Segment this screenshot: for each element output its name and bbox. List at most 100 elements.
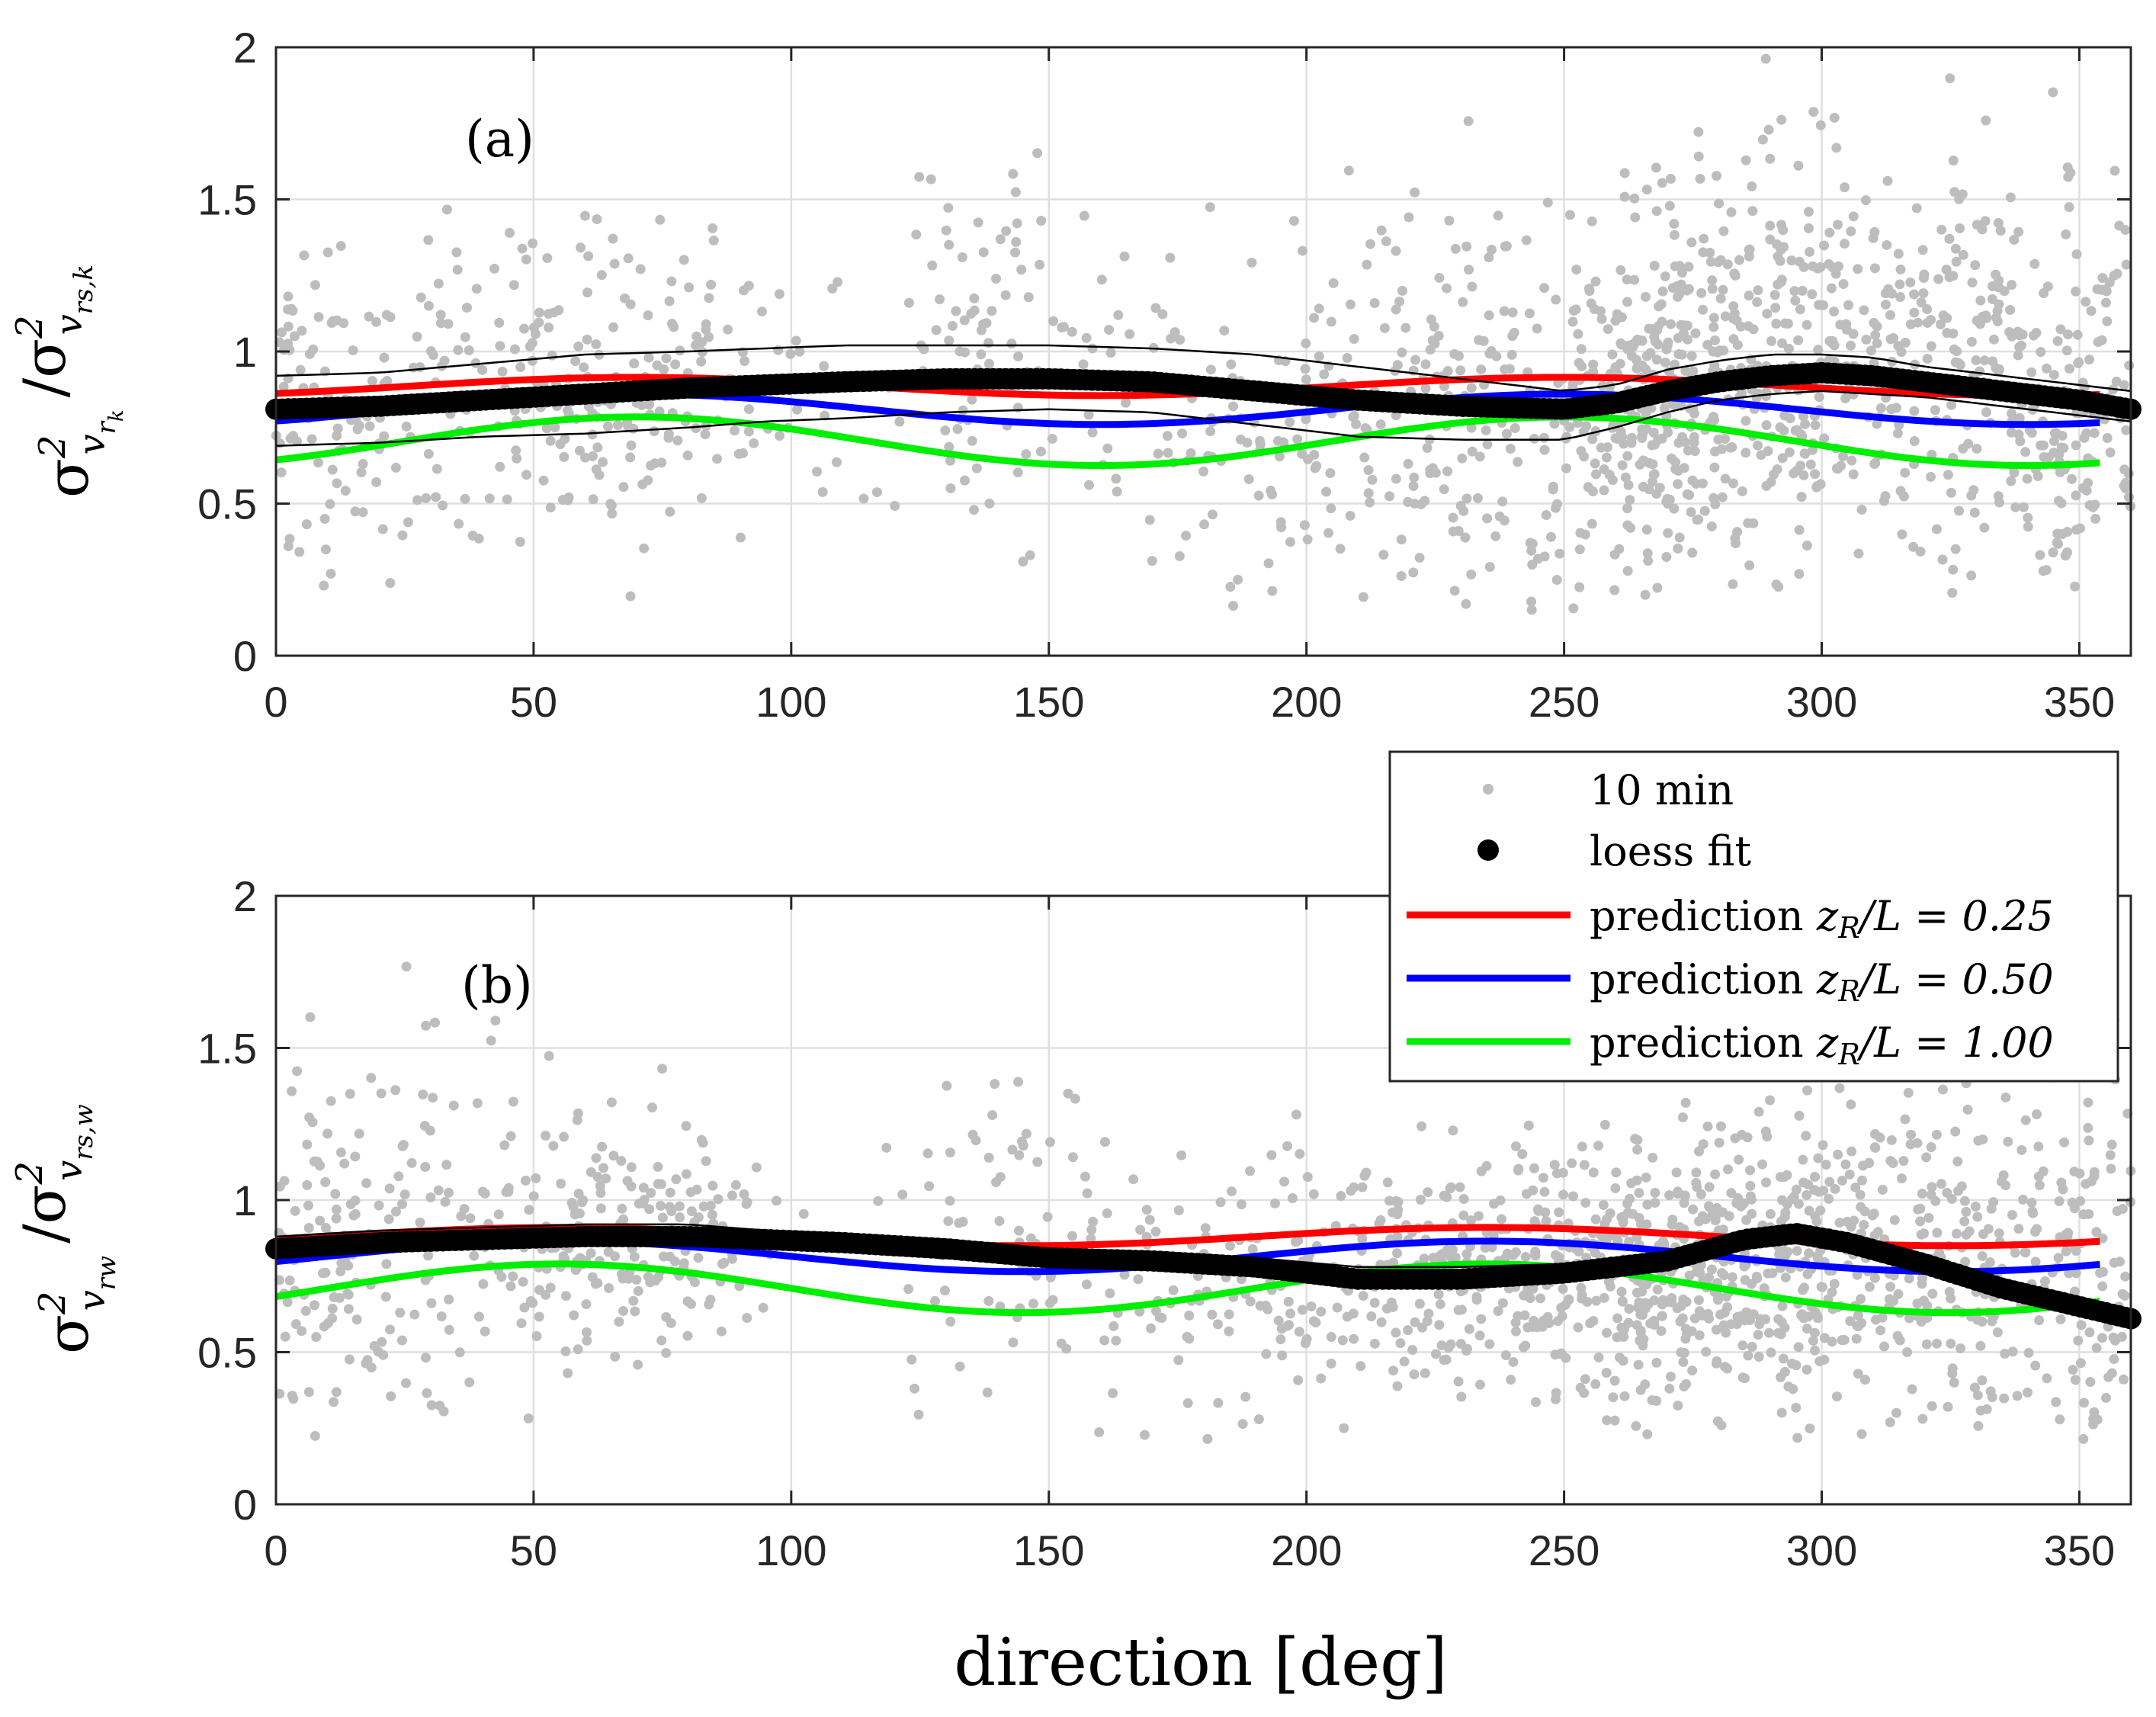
panel-a-sample-point — [1777, 338, 1788, 348]
panel-b-sample-point — [423, 1250, 434, 1261]
panel-a-sample-point — [1728, 301, 1739, 312]
panel-b-sample-point — [581, 1298, 592, 1309]
panel-a-sample-point — [967, 435, 977, 446]
panel-a-sample-point — [1895, 291, 1906, 302]
panel-a-sample-point — [1951, 256, 1962, 267]
panel-b-sample-point — [503, 1183, 514, 1193]
panel-b-sample-point — [320, 1176, 331, 1187]
panel-b-sample-point — [1936, 1179, 1946, 1189]
panel-b-sample-point — [653, 1161, 663, 1172]
panel-b-sample-point — [1827, 1337, 1837, 1347]
panel-b-sample-point — [1634, 1188, 1644, 1199]
panel-b-sample-point — [1200, 1223, 1211, 1234]
panel-b-sample-point — [1357, 1234, 1368, 1244]
panel-a-sample-point — [643, 310, 653, 321]
panel-b-sample-point — [350, 1151, 361, 1162]
panel-b-sample-point — [386, 1391, 396, 1401]
panel-b-sample-point — [1044, 1298, 1055, 1308]
panel-a-sample-point — [1601, 452, 1612, 463]
panel-b-sample-point — [954, 1218, 964, 1228]
panel-b-sample-point — [426, 1298, 437, 1308]
panel-b-sample-point — [2075, 1195, 2086, 1206]
panel-a-sample-point — [1345, 299, 1356, 310]
panel-a-sample-point — [1532, 323, 1542, 334]
panel-a-sample-point — [1484, 252, 1494, 263]
panel-a-sample-point — [1796, 492, 1807, 502]
panel-a-sample-point — [582, 287, 593, 298]
panel-a-sample-point — [691, 423, 701, 434]
panel-a-sample-point — [1174, 551, 1185, 562]
panel-b-sample-point — [1766, 1347, 1776, 1358]
panel-a-sample-point — [723, 324, 733, 335]
panel-a-sample-point — [1922, 304, 1933, 315]
panel-a-sample-point — [1104, 325, 1115, 335]
panel-b-sample-point — [1889, 1215, 1900, 1225]
panel-b-sample-point — [1944, 1286, 1955, 1297]
panel-b-sample-point — [1986, 1203, 1997, 1214]
panel-b-sample-point — [987, 1110, 998, 1121]
panel-a-xtick-label-50: 50 — [510, 678, 557, 726]
panel-a-sample-point — [1651, 206, 1662, 217]
panel-a-sample-point — [1708, 412, 1719, 422]
panel-b-sample-point — [1761, 1177, 1772, 1188]
panel-b-sample-point — [1384, 1195, 1395, 1206]
panel-a-sample-point — [1663, 499, 1673, 509]
panel-b-sample-point — [629, 1251, 640, 1262]
panel-a-sample-point — [1539, 283, 1550, 294]
panel-b-sample-point — [903, 1284, 914, 1295]
panel-a-sample-point — [313, 457, 323, 468]
panel-a-sample-point — [1552, 499, 1563, 509]
panel-a-sample-point — [971, 463, 982, 473]
panel-b-sample-point — [1691, 1177, 1702, 1188]
panel-b-sample-point — [2051, 1397, 2061, 1407]
panel-a-sample-point — [2102, 432, 2113, 443]
panel-a-sample-point — [544, 323, 554, 333]
panel-a-sample-point — [927, 260, 938, 271]
panel-a-sample-point — [738, 285, 749, 296]
panel-b-sample-point — [531, 1331, 542, 1342]
panel-b-sample-point — [1014, 1225, 1025, 1236]
panel-b-sample-point — [2017, 1194, 2028, 1205]
panel-b-sample-point — [1439, 1355, 1449, 1366]
panel-a-sample-point — [669, 322, 679, 332]
panel-b-sample-point — [344, 1354, 355, 1365]
panel-a-sample-point — [1827, 262, 1838, 273]
panel-a-sample-point — [1708, 313, 1719, 323]
panel-b-sample-point — [1577, 1289, 1587, 1300]
panel-b-sample-point — [1702, 1121, 1713, 1131]
panel-b-sample-point — [1801, 1324, 1812, 1334]
panel-b-sample-point — [1955, 1343, 1966, 1353]
panel-a-sample-point — [527, 338, 537, 348]
panel-a-sample-point — [397, 530, 408, 541]
panel-b-sample-point — [1283, 1296, 1294, 1307]
panel-b-sample-point — [1541, 1216, 1551, 1227]
panel-b-sample-point — [1978, 1134, 1988, 1144]
panel-b-sample-point — [401, 1378, 412, 1388]
panel-b-sample-point — [1279, 1176, 1290, 1187]
panel-a-sample-point — [454, 518, 464, 529]
panel-a-sample-point — [2038, 566, 2049, 576]
panel-a-sample-point — [1047, 434, 1057, 444]
panel-a-sample-point — [1342, 352, 1352, 363]
panel-a-label: (a) — [465, 110, 534, 168]
svg-text:σ2vrk/σ2vrs,k: σ2vrk/σ2vrs,k — [8, 265, 128, 498]
panel-a-sample-point — [423, 448, 434, 459]
panel-b-sample-point — [1632, 1135, 1643, 1145]
panel-a-sample-point — [1394, 297, 1405, 307]
panel-b-sample-point — [1391, 1327, 1401, 1338]
panel-a-sample-point — [1626, 351, 1637, 361]
panel-b-sample-point — [631, 1274, 642, 1285]
panel-b-sample-point — [586, 1248, 596, 1259]
panel-b-sample-point — [1375, 1215, 1386, 1225]
panel-a-sample-point — [1718, 284, 1728, 295]
panel-a-sample-point — [1776, 114, 1787, 125]
panel-a-sample-point — [1995, 226, 2006, 236]
panel-a-sample-point — [655, 214, 666, 225]
panel-b-sample-point — [1792, 1433, 1803, 1443]
panel-a-sample-point — [2023, 512, 2033, 523]
panel-b-sample-point — [1567, 1158, 1577, 1169]
panel-a-sample-point — [1510, 423, 1520, 434]
panel-a-sample-point — [1797, 285, 1808, 296]
panel-a-sample-point — [1683, 262, 1694, 272]
panel-a-sample-point — [1885, 334, 1896, 345]
